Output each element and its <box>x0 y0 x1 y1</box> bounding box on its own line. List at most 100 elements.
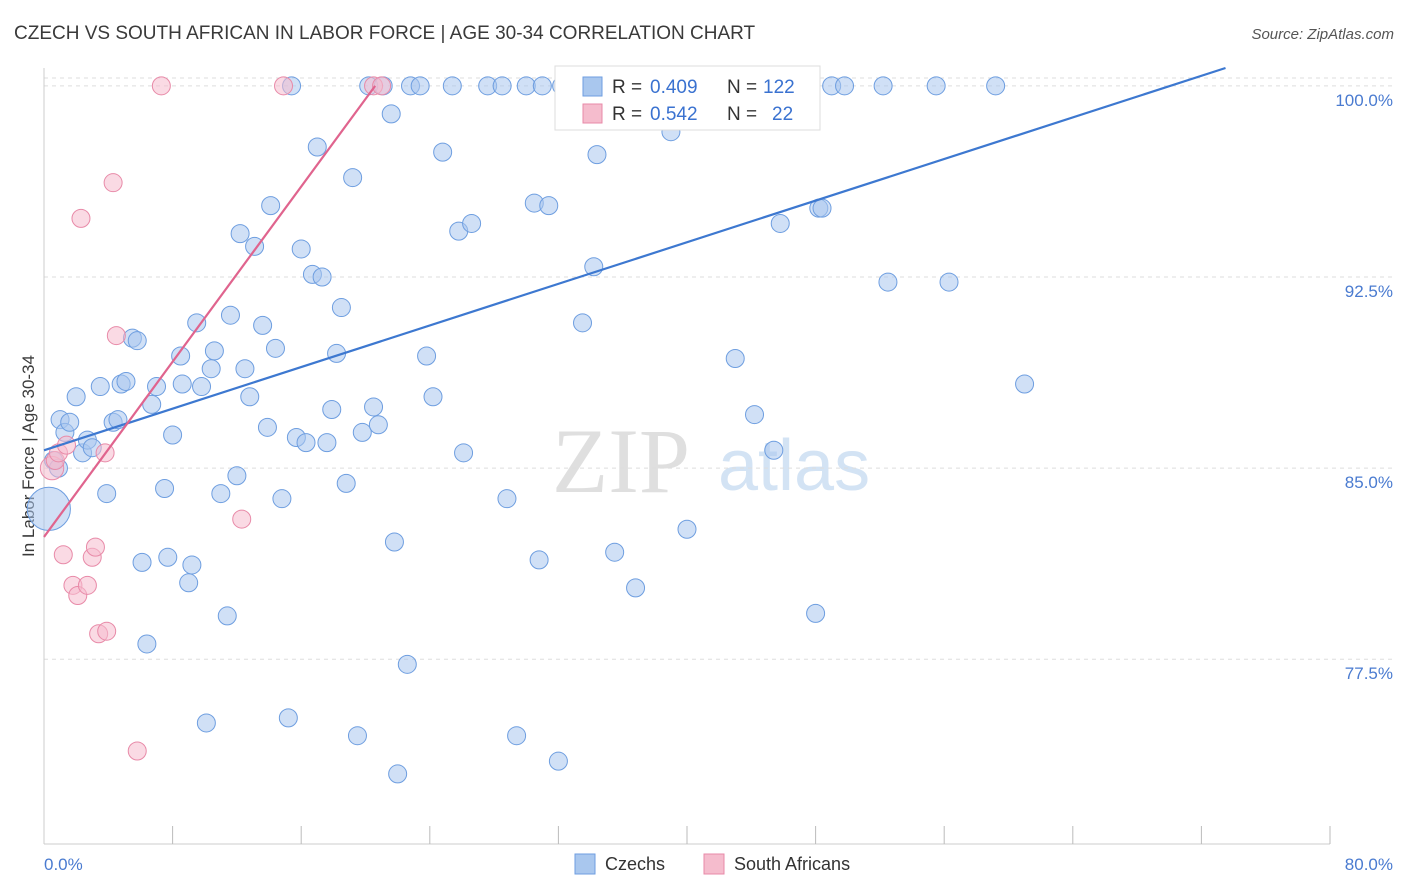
czech-point <box>291 239 311 259</box>
czech-point <box>873 76 893 96</box>
watermark: ZIP atlas <box>552 410 870 512</box>
czech-point <box>725 349 745 369</box>
y-tick-label: 85.0% <box>1345 473 1393 492</box>
czech-point <box>171 346 191 366</box>
czech-point <box>312 267 332 287</box>
bottom-legend-swatch-south-africans <box>703 853 725 875</box>
czech-point <box>235 359 255 379</box>
czech-point <box>343 168 363 188</box>
czech-point <box>261 196 281 216</box>
czech-point <box>331 298 351 318</box>
south-african-point <box>103 173 123 193</box>
czech-point <box>388 764 408 784</box>
czech-point <box>397 654 417 674</box>
czech-point <box>211 484 231 504</box>
czech-point <box>272 489 292 509</box>
bottom-legend-south-africans: South Africans <box>734 854 850 874</box>
czech-point <box>336 473 356 493</box>
bottom-legend-czechs: Czechs <box>605 854 665 874</box>
czech-point <box>835 76 855 96</box>
czech-point <box>423 387 443 407</box>
czech-point <box>201 359 221 379</box>
czech-point <box>240 387 260 407</box>
legend-czech-n-value: 122 <box>763 77 795 98</box>
czech-point <box>217 606 237 626</box>
czech-point <box>322 399 342 419</box>
chart-title: CZECH VS SOUTH AFRICAN IN LABOR FORCE | … <box>14 23 756 44</box>
south-african-point <box>71 208 91 228</box>
czech-point <box>548 751 568 771</box>
czech-point <box>364 397 384 417</box>
bottom-legend-swatch-czechs <box>574 853 596 875</box>
czech-point <box>60 412 80 432</box>
south-african-point <box>274 76 294 96</box>
czech-point <box>192 377 212 397</box>
czech-point <box>417 346 437 366</box>
czech-point <box>347 726 367 746</box>
czech-point <box>806 603 826 623</box>
chart-source: Source: ZipAtlas.com <box>1251 26 1394 43</box>
czech-point <box>764 440 784 460</box>
trendline-south-africans <box>43 85 377 538</box>
czech-point <box>352 422 372 442</box>
czech-point <box>265 338 285 358</box>
czech-point <box>253 315 273 335</box>
czech-point <box>179 573 199 593</box>
y-tick-label: 92.5% <box>1345 282 1393 301</box>
czech-point <box>878 272 898 292</box>
stats-legend: R = 0.409 N = 122 R = 0.542 N = 22 <box>554 65 821 131</box>
czech-point <box>605 542 625 562</box>
y-tick-label: 100.0% <box>1335 91 1393 110</box>
czech-point <box>182 555 202 575</box>
czech-point <box>677 519 697 539</box>
czech-point <box>163 425 183 445</box>
czech-point <box>296 433 316 453</box>
south-african-point <box>127 741 147 761</box>
czech-point <box>926 76 946 96</box>
south-african-point <box>53 545 73 565</box>
watermark-atlas: atlas <box>718 426 870 506</box>
south-african-point <box>232 509 252 529</box>
x-tick-label-max: 80.0% <box>1345 855 1393 874</box>
legend-sa-n-label: N = <box>727 104 757 125</box>
legend-swatch-south-africans <box>582 103 603 124</box>
czech-point <box>172 374 192 394</box>
legend-sa-r-label: R = <box>612 104 642 125</box>
czech-point <box>812 198 832 218</box>
czech-point <box>278 708 298 728</box>
legend-sa-n-value: 22 <box>772 104 793 125</box>
south-african-point <box>77 575 97 595</box>
czech-point <box>127 331 147 351</box>
legend-czech-r-value: 0.409 <box>650 77 698 98</box>
series-czechs <box>26 76 1035 784</box>
series-south-africans <box>39 76 392 761</box>
y-tick-labels: 77.5% 85.0% 92.5% 100.0% <box>1335 91 1393 683</box>
czech-point <box>516 76 536 96</box>
south-african-point <box>372 76 392 96</box>
south-african-point <box>106 326 126 346</box>
czech-point <box>433 142 453 162</box>
legend-czech-r-label: R = <box>612 77 642 98</box>
czech-point <box>137 634 157 654</box>
czech-point <box>529 550 549 570</box>
czech-point <box>132 552 152 572</box>
czech-point <box>257 417 277 437</box>
czech-point <box>539 196 559 216</box>
czech-point <box>626 578 646 598</box>
legend-sa-r-value: 0.542 <box>650 104 698 125</box>
czech-point <box>410 76 430 96</box>
czech-point <box>90 377 110 397</box>
czech-point <box>939 272 959 292</box>
czech-point <box>220 305 240 325</box>
czech-point <box>442 76 462 96</box>
czech-point <box>368 415 388 435</box>
czech-point <box>384 532 404 552</box>
czech-point <box>196 713 216 733</box>
czech-point <box>1015 374 1035 394</box>
czech-point <box>497 489 517 509</box>
legend-swatch-czechs <box>582 76 603 97</box>
trendlines <box>43 66 1226 538</box>
czech-point <box>230 224 250 244</box>
watermark-zip: ZIP <box>552 410 690 512</box>
